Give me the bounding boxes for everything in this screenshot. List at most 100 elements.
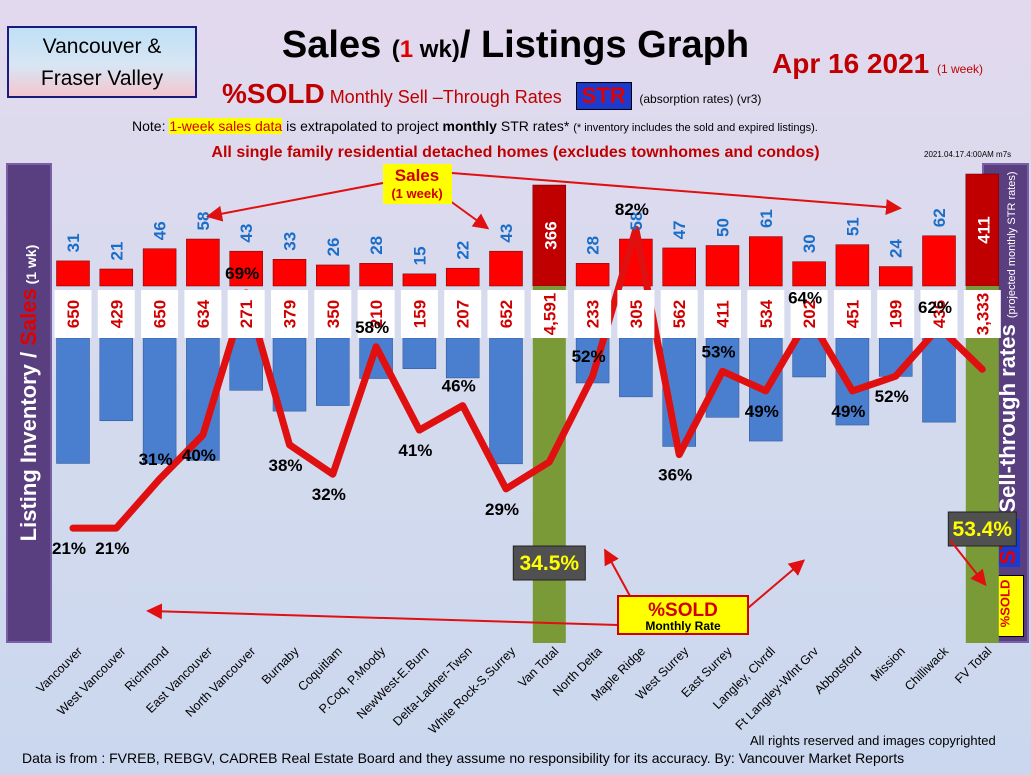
inventory-label-west-vancouver: 429 <box>107 300 126 328</box>
rate-label-white-rock-s-surrey: 29% <box>485 500 519 519</box>
sales-bar-richmond <box>142 248 177 287</box>
sold-callout-line-1: %SOLD <box>648 600 718 621</box>
category-label-chilliwack: Chilliwack <box>902 644 952 694</box>
inventory-box-north-delta <box>574 290 612 338</box>
sales-bar-burnaby <box>272 259 307 287</box>
sales-bar-vancouver <box>56 260 90 287</box>
inventory-box-west-surrey <box>660 290 698 338</box>
rate-label-north-delta: 52% <box>572 347 606 366</box>
inventory-label-east-surrey: 411 <box>714 300 733 327</box>
sales-label-west-vancouver: 21 <box>107 242 126 261</box>
category-label-abbotsford: Abbotsford <box>812 644 865 697</box>
sales-label-east-surrey: 50 <box>714 218 733 237</box>
sales-label-mission: 24 <box>887 239 906 258</box>
inventory-label-mission: 199 <box>887 300 906 328</box>
inventory-bar-richmond <box>142 337 177 464</box>
inventory-box-chilliwack <box>920 290 958 338</box>
inventory-box-burnaby <box>271 290 308 338</box>
inventory-box-north-vancouver <box>227 290 265 338</box>
sales-label-vancouver: 31 <box>64 233 83 252</box>
inventory-label-east-vancouver: 634 <box>194 299 213 328</box>
inventory-bar-abbotsford <box>835 337 870 426</box>
inventory-box-van-total <box>530 290 568 338</box>
sold-arrow-right <box>747 559 806 609</box>
inventory-bar-ft-langley-wlnt-grv <box>792 337 826 378</box>
sales-label-ft-langley-wlnt-grv: 30 <box>800 234 819 253</box>
sold-rate-line <box>69 225 986 532</box>
rate-label-ft-langley-wlnt-grv: 64% <box>788 288 822 307</box>
rate-label-coquitlam: 32% <box>312 485 346 504</box>
sales-callout-line-2: (1 week) <box>391 186 442 201</box>
inventory-label-white-rock-s-surrey: 652 <box>497 300 516 328</box>
inventory-box-p-coq-p-moody <box>357 290 395 338</box>
note-highlight: 1-week sales data <box>169 118 283 134</box>
inventory-box-richmond <box>141 290 179 338</box>
inventory-label-abbotsford: 451 <box>843 300 862 328</box>
sales-bar-delta-ladner-twsn <box>445 267 480 287</box>
rate-label-east-vancouver: 40% <box>182 446 216 465</box>
inventory-label-van-total: 4,591 <box>540 293 559 336</box>
sales-bar-abbotsford <box>835 244 870 287</box>
inventory-bar-coquitlam <box>316 337 350 406</box>
sales-bar-van-total <box>532 184 567 287</box>
sales-label-p-coq-p-moody: 28 <box>367 236 386 255</box>
timestamp: 2021.04.17.4:00AM m7s <box>924 150 1012 159</box>
sales-label-coquitlam: 26 <box>324 237 343 256</box>
date-note: (1 week) <box>937 62 984 76</box>
left-axis-panel <box>6 163 52 643</box>
rate-label-east-surrey: 53% <box>701 342 735 361</box>
inventory-bar-west-vancouver <box>99 337 134 422</box>
inventory-box-mission <box>877 290 915 338</box>
inventory-label-chilliwack: 436 <box>930 300 949 328</box>
inventory-box-ft-langley-wlnt-grv <box>790 290 828 338</box>
sales-label-fv-total: 411 <box>974 216 993 243</box>
total-bar-fv-total <box>965 286 999 643</box>
rate-label-p-coq-p-moody: 58% <box>355 318 389 337</box>
region-line-2: Fraser Valley <box>40 67 164 90</box>
date-text: Apr 16 2021 <box>772 48 930 79</box>
sales-label-chilliwack: 62 <box>930 208 949 227</box>
note-end: STR rates* <box>496 118 574 134</box>
sales-bar-west-surrey <box>662 247 696 287</box>
sales-arrow-left <box>206 182 384 222</box>
title-sales: Sales <box>281 24 392 66</box>
rate-label-west-vancouver: 21% <box>95 539 129 558</box>
sales-bar-fv-total <box>965 173 1000 287</box>
title-listings: / Listings Graph <box>459 24 750 66</box>
inventory-label-coquitlam: 350 <box>324 300 343 328</box>
total-rate-label-van-total: 34.5% <box>520 552 580 575</box>
rate-label-chilliwack: 62% <box>918 298 952 317</box>
inventory-bar-maple-ridge <box>619 337 653 398</box>
category-label-white-rock-s-surrey: White Rock-S.Surrey <box>426 644 519 737</box>
total-rate-box-fv-total <box>947 511 1017 547</box>
sales-label-newwest-e-burn: 15 <box>410 246 429 265</box>
total-rate-label-fv-total: 53.4% <box>953 518 1013 541</box>
source-note: Data is from : FVREB, REBGV, CADREB Real… <box>22 750 905 766</box>
rate-label-maple-ridge: 82% <box>615 200 649 219</box>
inventory-label-ft-langley-wlnt-grv: 202 <box>800 300 819 328</box>
inventory-box-maple-ridge <box>617 290 655 338</box>
inventory-bar-white-rock-s-surrey <box>489 337 523 465</box>
sales-bar-newwest-e-burn <box>402 273 437 287</box>
subtitle-sold: %SOLD <box>222 78 325 109</box>
rate-label-mission: 52% <box>875 387 909 406</box>
sales-label-north-delta: 28 <box>584 236 603 255</box>
inventory-box-east-surrey <box>704 290 741 338</box>
sales-bar-east-vancouver <box>186 238 220 287</box>
rate-label-newwest-e-burn: 41% <box>398 441 432 460</box>
rate-label-langley-clvrdl: 49% <box>745 402 779 421</box>
chart-subnote: All single family residential detached h… <box>211 144 820 161</box>
inventory-box-east-vancouver <box>184 290 222 338</box>
sales-bar-mission <box>878 266 913 287</box>
sales-label-burnaby: 33 <box>281 232 300 251</box>
note-line: Note: 1-week sales data is extrapolated … <box>132 118 818 134</box>
inventory-box-white-rock-s-surrey <box>487 290 525 338</box>
sold-arrow-left <box>146 603 619 626</box>
sales-bar-white-rock-s-surrey <box>489 250 523 287</box>
title-paren: ( <box>391 36 400 63</box>
sales-label-maple-ridge: 58 <box>627 212 646 231</box>
sales-bar-p-coq-p-moody <box>359 263 393 287</box>
title-one: 1 <box>399 36 414 63</box>
date-label: Apr 16 2021 (1 week) <box>772 48 983 80</box>
inventory-box-fv-total <box>963 290 1001 338</box>
